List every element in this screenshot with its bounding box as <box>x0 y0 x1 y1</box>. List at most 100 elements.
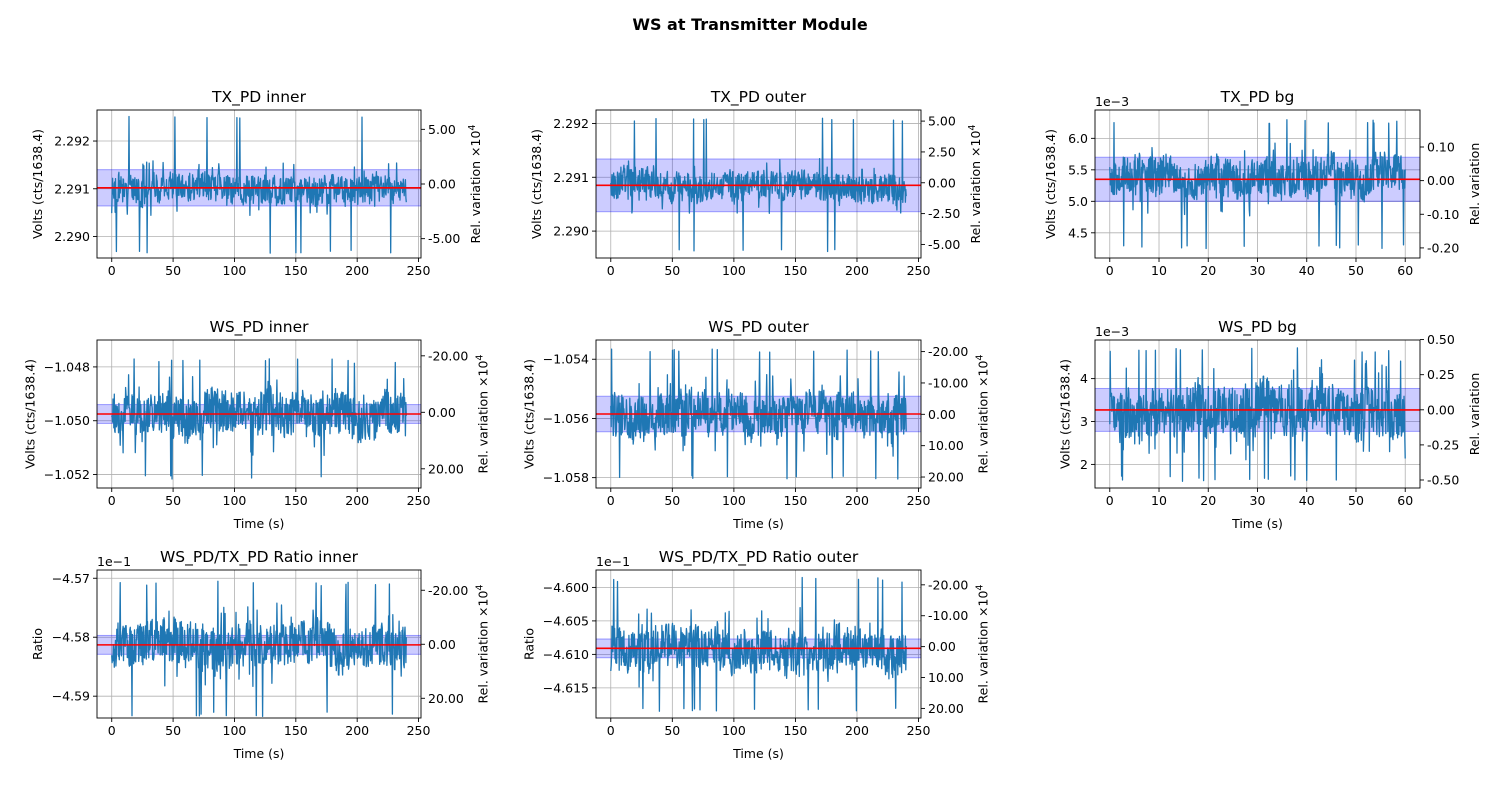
x-tick-label: 50 <box>664 493 680 508</box>
y-axis-left: −1.052 −1.050 −1.048 <box>44 359 97 482</box>
y-axis-right: 20.00 0.00 -20.00 <box>421 583 468 706</box>
y-tick-label: 5.0 <box>1068 194 1088 209</box>
series-trace <box>111 115 407 254</box>
subplot-title: WS_PD/TX_PD Ratio inner <box>160 548 359 567</box>
x-axis-label: Time (s) <box>732 746 784 761</box>
y2-axis-label: Rel. variation ×104 <box>974 355 991 474</box>
y-tick-label: −4.605 <box>543 613 589 628</box>
y2-axis-label: Rel. variation <box>1467 143 1482 226</box>
y-axis-label: Volts (cts/1638.4) <box>1058 359 1073 469</box>
subplot-3: 0 10 20 30 40 50 60 4.5 5.0 5.5 6.0 -0.20 -0.10 0.00 0… <box>1043 88 1482 278</box>
y2-tick-label: 0.00 <box>928 175 956 190</box>
x-tick-label: 200 <box>845 493 869 508</box>
y-tick-label: −1.058 <box>543 470 589 485</box>
x-tick-label: 0 <box>607 723 615 738</box>
x-tick-label: 250 <box>407 263 431 278</box>
data-area <box>97 358 421 480</box>
y2-label-exponent: 4 <box>967 125 978 131</box>
y-axis-label: Volts (cts/1638.4) <box>1043 129 1058 239</box>
y-tick-label: 2.292 <box>54 134 90 149</box>
x-tick-label: 50 <box>664 723 680 738</box>
y2-tick-label: 0.10 <box>1427 140 1455 155</box>
subplot-2: 0 50 100 150 200 250 2.290 2.291 2.292 -5.00 -2.50… <box>529 88 983 278</box>
y-axis-right: 20.00 0.00 -20.00 <box>421 348 468 476</box>
data-area <box>596 348 921 480</box>
x-tick-label: 100 <box>722 493 746 508</box>
x-tick-label: 150 <box>284 493 308 508</box>
subplot-title: WS_PD outer <box>708 318 809 337</box>
data-area <box>97 115 421 254</box>
y2-tick-label: -0.25 <box>1427 437 1459 452</box>
subplot-title: WS_PD inner <box>210 318 310 337</box>
x-tick-label: 50 <box>165 493 181 508</box>
y2-tick-label: 0.00 <box>1427 402 1455 417</box>
y-axis-left: 2.290 2.291 2.292 <box>54 134 97 244</box>
subplot-title: TX_PD outer <box>710 88 807 107</box>
x-axis: 0 50 100 150 200 250 <box>108 718 431 738</box>
x-tick-label: 200 <box>845 263 869 278</box>
y2-axis-label: Rel. variation <box>1467 373 1482 456</box>
x-tick-label: 10 <box>1151 493 1167 508</box>
y-axis-label: Volts (cts/1638.4) <box>23 359 38 469</box>
x-tick-label: 150 <box>284 723 308 738</box>
y-axis-right: -0.20 -0.10 0.00 0.10 <box>1420 140 1459 255</box>
y-tick-label: 5.5 <box>1068 162 1088 177</box>
y2-tick-label: 10.00 <box>928 670 964 685</box>
y-tick-label: −4.610 <box>543 647 589 662</box>
y-axis-right: -5.00 -2.50 0.00 2.50 5.00 <box>921 114 960 252</box>
y2-tick-label: 0.00 <box>428 177 456 192</box>
subplot-4: 0 50 100 150 200 250 −1.052 −1.050 −1.048 20.00 0.… <box>23 318 491 531</box>
y-axis-left: −1.058 −1.056 −1.054 <box>543 352 596 485</box>
x-tick-label: 250 <box>407 723 431 738</box>
y-tick-label: 2.291 <box>54 181 90 196</box>
x-tick-label: 20 <box>1200 493 1216 508</box>
y-tick-label: −1.054 <box>543 352 589 367</box>
y2-tick-label: 20.00 <box>928 470 964 485</box>
y-axis-label: Ratio <box>30 628 45 660</box>
x-axis: 0 50 100 150 200 250 <box>607 258 931 278</box>
x-tick-label: 0 <box>108 493 116 508</box>
x-tick-label: 20 <box>1200 263 1216 278</box>
y2-tick-label: -0.10 <box>1427 207 1459 222</box>
x-tick-label: 40 <box>1299 493 1315 508</box>
x-axis: 0 50 100 150 200 250 <box>607 488 931 508</box>
data-area <box>97 580 421 718</box>
x-tick-label: 0 <box>1106 263 1114 278</box>
y-tick-label: −1.050 <box>44 413 90 428</box>
series-trace <box>610 576 907 712</box>
y-tick-label: 2 <box>1080 457 1088 472</box>
subplot-1: 0 50 100 150 200 250 2.290 2.291 2.292 -5.00 0.00 5… <box>30 88 483 278</box>
series-trace <box>610 117 907 253</box>
grid-lines <box>97 570 421 718</box>
offset-label: 1e−3 <box>1095 324 1129 339</box>
axes-frame <box>96 339 422 489</box>
y2-axis-label: Rel. variation ×104 <box>967 125 984 244</box>
x-tick-label: 30 <box>1250 493 1266 508</box>
y2-tick-label: -20.00 <box>928 577 968 592</box>
y2-tick-label: -10.00 <box>928 608 968 623</box>
y2-tick-label: -5.00 <box>428 231 460 246</box>
x-axis: 0 50 100 150 200 250 <box>108 258 431 278</box>
x-tick-label: 100 <box>223 493 247 508</box>
offset-label: 1e−1 <box>596 554 630 569</box>
y2-tick-label: 20.00 <box>928 701 964 716</box>
x-tick-label: 50 <box>165 723 181 738</box>
y2-tick-label: 0.00 <box>428 405 456 420</box>
y2-tick-label: -10.00 <box>928 375 968 390</box>
offset-label: 1e−3 <box>1095 94 1129 109</box>
x-tick-label: 0 <box>607 493 615 508</box>
x-tick-label: 200 <box>345 493 369 508</box>
x-tick-label: 30 <box>1250 263 1266 278</box>
x-axis-label: Time (s) <box>1231 516 1283 531</box>
subplot-title: TX_PD inner <box>211 88 307 107</box>
y2-tick-label: 0.00 <box>928 407 956 422</box>
data-area <box>596 117 921 253</box>
y-tick-label: −1.052 <box>44 467 90 482</box>
x-tick-label: 100 <box>223 723 247 738</box>
subplot-5: 0 50 100 150 200 250 −1.058 −1.056 −1.054 20.00 10… <box>522 318 991 531</box>
axes-frame <box>595 569 922 719</box>
y-axis-left: 4.5 5.0 5.5 6.0 <box>1068 131 1095 240</box>
x-tick-label: 200 <box>345 723 369 738</box>
x-tick-label: 200 <box>345 263 369 278</box>
x-tick-label: 100 <box>722 263 746 278</box>
